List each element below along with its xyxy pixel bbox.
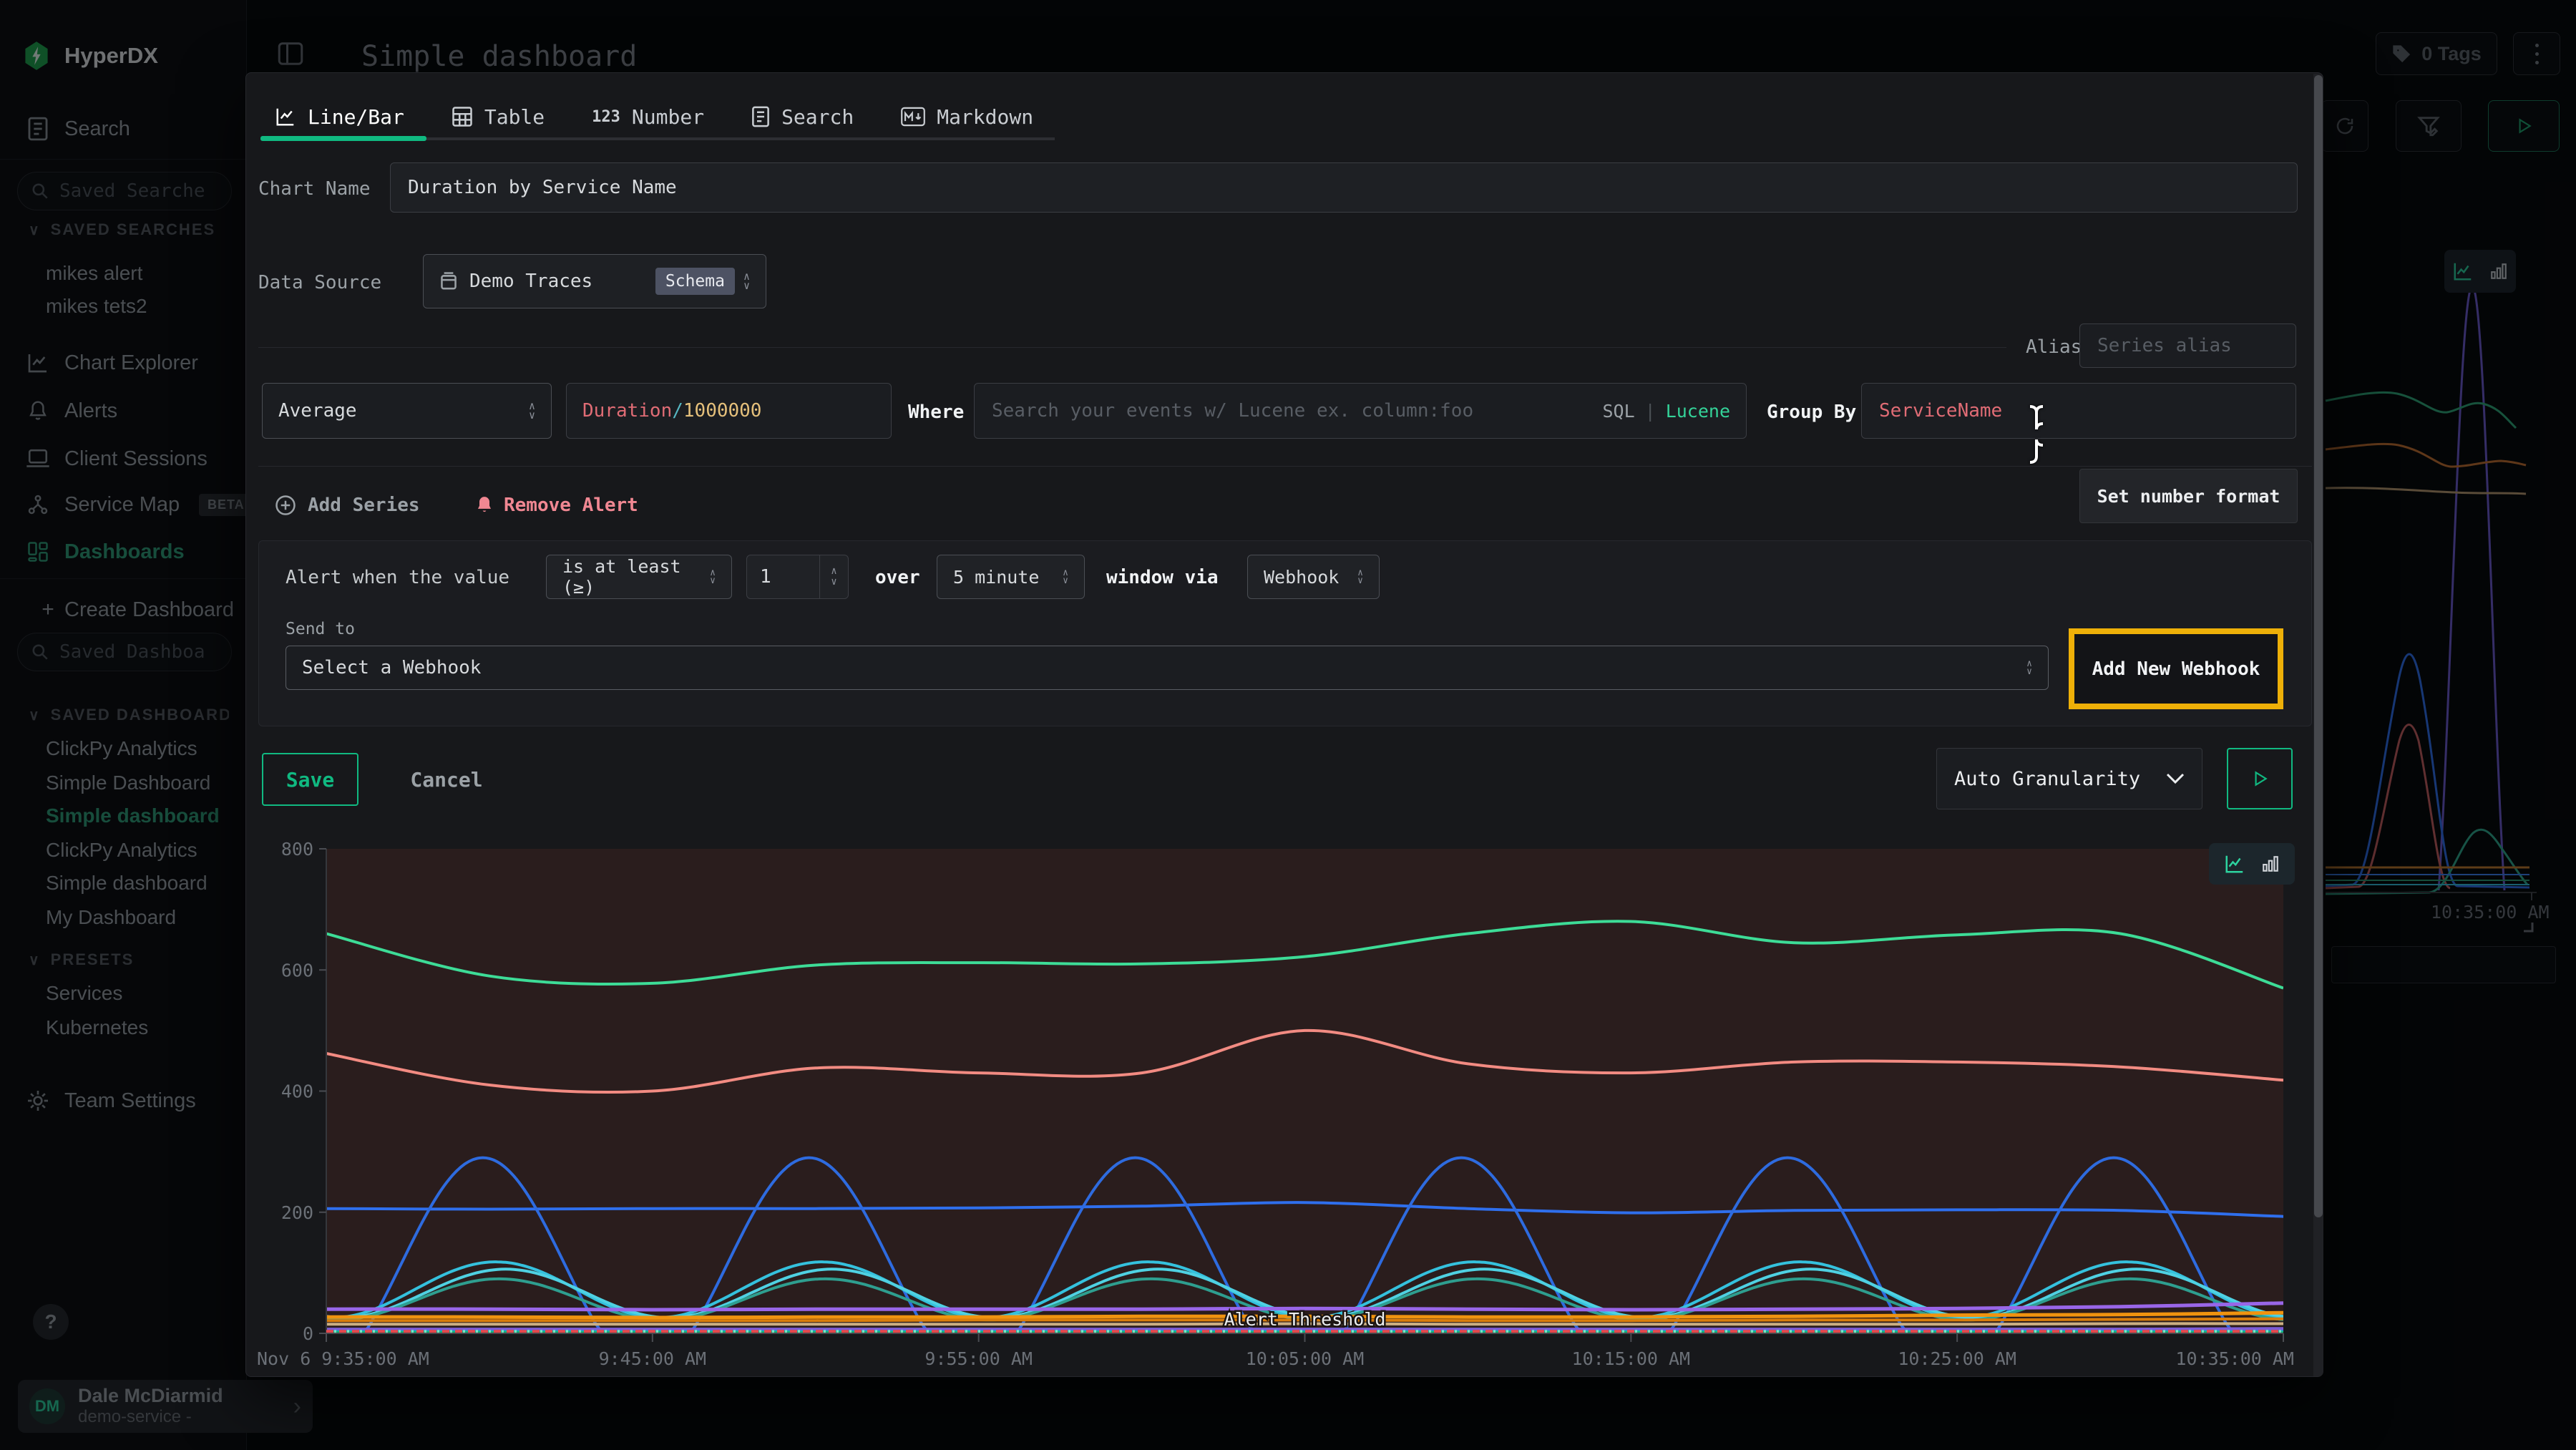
svg-text:800: 800 [281, 839, 313, 860]
tab-markdown[interactable]: Markdown [901, 105, 1033, 129]
svg-text:600: 600 [281, 960, 313, 981]
chevron-updown-icon: ∧ ∨ [743, 270, 750, 292]
where-search-field[interactable]: SQL | Lucene [974, 383, 1747, 439]
alert-sentence-prefix: Alert when the value [286, 567, 510, 588]
alert-threshold-field[interactable]: ∧ ∨ [746, 555, 849, 599]
spinner-up-icon[interactable]: ∧ [831, 565, 837, 577]
alert-window-value: 5 minute [953, 566, 1040, 588]
search-doc-icon [751, 106, 770, 127]
tab-search[interactable]: Search [751, 105, 854, 129]
svg-text:10:25:00 AM: 10:25:00 AM [1898, 1348, 2016, 1369]
send-to-label: Send to [286, 620, 355, 638]
expression-field[interactable]: Duration/1000000 [566, 383, 892, 439]
alias-label: Alias [2026, 336, 2082, 358]
alert-threshold-input[interactable] [747, 566, 804, 588]
expression-operator: / [672, 400, 683, 422]
line-chart-icon [2224, 853, 2245, 875]
webhook-select[interactable]: Select a Webhook ∧ ∨ [286, 646, 2049, 690]
cancel-button[interactable]: Cancel [410, 767, 483, 792]
database-icon [439, 271, 458, 291]
schema-badge[interactable]: Schema [655, 268, 735, 295]
data-source-select[interactable]: Demo Traces Schema ∧ ∨ [423, 254, 766, 308]
lucene-mode-toggle[interactable]: Lucene [1665, 400, 1730, 422]
modal-scrollbar-thumb[interactable] [2314, 75, 2323, 1217]
preview-chart[interactable]: 800 600 400 200 0 Nov 6 9:35:00 AM 9:45:00 AM 9… [246, 817, 2324, 1378]
alert-channel-value: Webhook [1264, 566, 1340, 588]
run-chart-button[interactable] [2227, 748, 2293, 809]
svg-text:10:35:00 AM: 10:35:00 AM [2175, 1348, 2294, 1369]
tab-number[interactable]: 123 Number [592, 104, 705, 129]
chevron-updown-icon: ∧ ∨ [1063, 568, 1068, 586]
bar-chart-icon [2261, 855, 2280, 873]
mode-divider: | [1644, 400, 1656, 422]
chevron-updown-icon: ∧ ∨ [1357, 568, 1363, 586]
text-cursor [2027, 404, 2046, 465]
chart-name-input[interactable] [406, 176, 2281, 199]
alert-window-select[interactable]: 5 minute ∧ ∨ [937, 555, 1085, 599]
sql-mode-toggle[interactable]: SQL [1602, 400, 1635, 422]
alias-field[interactable] [2079, 323, 2296, 368]
alias-input[interactable] [2096, 334, 2280, 357]
svg-text:400: 400 [281, 1081, 313, 1102]
add-series-button[interactable]: Add Series [275, 484, 420, 527]
tab-underline-track [260, 137, 1055, 140]
svg-text:9:45:00 AM: 9:45:00 AM [599, 1348, 707, 1369]
svg-text:10:05:00 AM: 10:05:00 AM [1246, 1348, 1365, 1369]
granularity-select[interactable]: Auto Granularity [1936, 748, 2202, 809]
divider [258, 466, 2312, 467]
webhook-select-value: Select a Webhook [302, 657, 482, 678]
svg-text:0: 0 [303, 1323, 313, 1344]
group-by-input[interactable] [1878, 399, 2280, 422]
play-icon [2250, 769, 2269, 788]
chart-name-field[interactable] [390, 162, 2298, 213]
svg-text:10:15:00 AM: 10:15:00 AM [1572, 1348, 1691, 1369]
chevron-updown-icon: ∧ ∨ [710, 568, 716, 586]
group-by-field[interactable] [1861, 383, 2296, 439]
group-by-label: Group By [1767, 402, 1857, 423]
spinner-down-icon[interactable]: ∨ [831, 576, 837, 588]
number-spinner[interactable]: ∧ ∨ [819, 555, 848, 598]
edit-chart-modal: Line/Bar Table 123 Number Search Markdow… [245, 72, 2323, 1377]
window-via-label: window via [1106, 567, 1219, 588]
remove-alert-button[interactable]: Remove Alert [475, 484, 638, 527]
svg-text:Nov 6 9:35:00 AM: Nov 6 9:35:00 AM [257, 1348, 429, 1369]
alert-condition-value: is at least (≥) [562, 556, 681, 598]
table-icon [452, 106, 473, 127]
alert-bell-icon [475, 495, 494, 515]
data-source-value: Demo Traces [469, 271, 593, 292]
tab-line-bar[interactable]: Line/Bar [275, 105, 404, 129]
aggregation-function-select[interactable]: Average ∧ ∨ [262, 383, 552, 439]
number-123-icon: 123 [592, 107, 620, 126]
alert-condition-select[interactable]: is at least (≥) ∧ ∨ [546, 555, 732, 599]
where-search-input[interactable] [990, 399, 1556, 422]
data-source-label: Data Source [258, 272, 382, 293]
expression-value: 1000000 [683, 400, 762, 422]
line-chart-icon [275, 106, 296, 127]
chevron-down-icon [2166, 773, 2185, 784]
svg-text:200: 200 [281, 1202, 313, 1223]
chevron-updown-icon: ∧ ∨ [2026, 658, 2032, 677]
tab-underline-active [260, 136, 426, 141]
where-label: Where [908, 402, 965, 423]
save-button[interactable]: Save [262, 753, 358, 806]
svg-text:Alert Threshold: Alert Threshold [1224, 1309, 1386, 1330]
chevron-updown-icon: ∧ ∨ [528, 399, 535, 422]
tab-table[interactable]: Table [452, 105, 545, 129]
granularity-value: Auto Granularity [1954, 767, 2141, 790]
aggregation-function-value: Average [278, 400, 357, 422]
alert-channel-select[interactable]: Webhook ∧ ∨ [1247, 555, 1380, 599]
chart-type-toggle[interactable] [2209, 843, 2295, 885]
set-number-format-button[interactable]: Set number format [2079, 469, 2298, 523]
over-label: over [875, 567, 920, 588]
svg-text:9:55:00 AM: 9:55:00 AM [924, 1348, 1033, 1369]
chart-name-label: Chart Name [258, 178, 371, 200]
divider [258, 347, 2006, 348]
circle-plus-icon [275, 495, 296, 516]
expression-column: Duration [582, 400, 673, 422]
markdown-icon [901, 107, 926, 127]
add-new-webhook-button[interactable]: Add New Webhook [2069, 628, 2283, 709]
